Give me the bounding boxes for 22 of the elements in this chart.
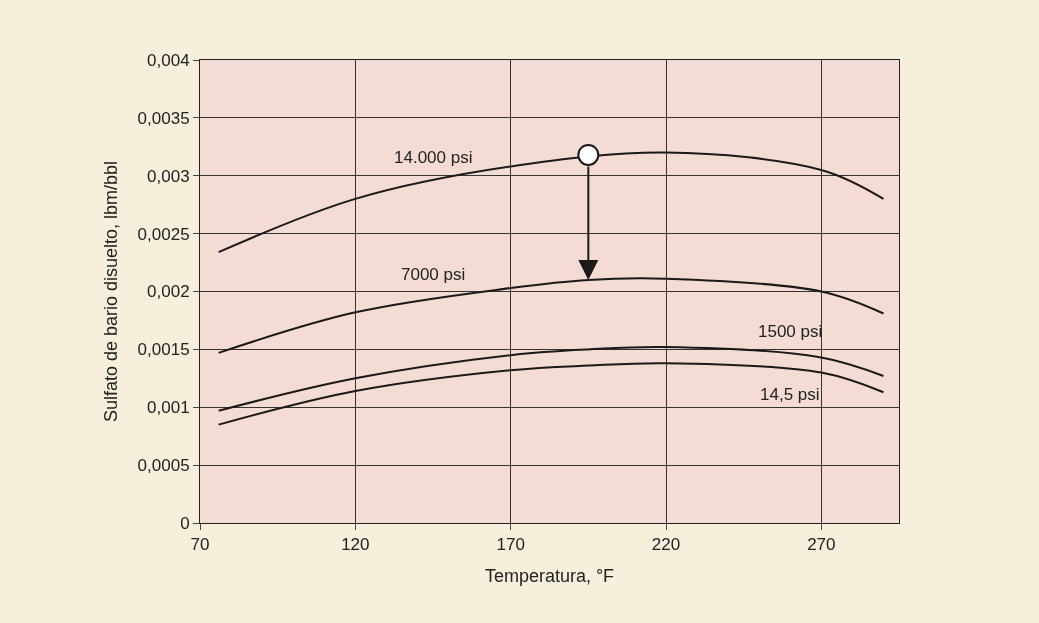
y-tick-label: 0,0005 xyxy=(137,456,190,476)
y-tick-label: 0 xyxy=(180,513,190,533)
y-axis-title: Sulfato de bario disuelto, lbm/bbl xyxy=(100,160,121,423)
y-tick-label: 0,003 xyxy=(147,166,190,186)
series-label: 1500 psi xyxy=(758,322,823,341)
line-series xyxy=(217,362,885,426)
x-tick-label: 170 xyxy=(496,535,525,555)
series-label: 14,5 psi xyxy=(760,385,820,404)
x-tick-label: 220 xyxy=(651,535,681,555)
series-label: 7000 psi xyxy=(401,265,466,284)
y-tick-label: 0,001 xyxy=(147,398,190,418)
line-series xyxy=(217,345,885,412)
series-label: 14.000 psi xyxy=(394,148,473,167)
x-axis-title: Temperatura, °F xyxy=(484,565,615,586)
y-tick-label: 0,0015 xyxy=(137,340,190,360)
x-tick-label: 70 xyxy=(190,535,210,555)
y-tick-label: 0,0035 xyxy=(137,108,190,128)
y-tick-label: 0,0025 xyxy=(137,224,190,244)
x-tick-label: 270 xyxy=(807,535,836,555)
y-tick-label: 0,002 xyxy=(147,282,190,302)
x-tick-label: 120 xyxy=(341,535,370,555)
y-tick-label: 0,004 xyxy=(147,50,190,70)
